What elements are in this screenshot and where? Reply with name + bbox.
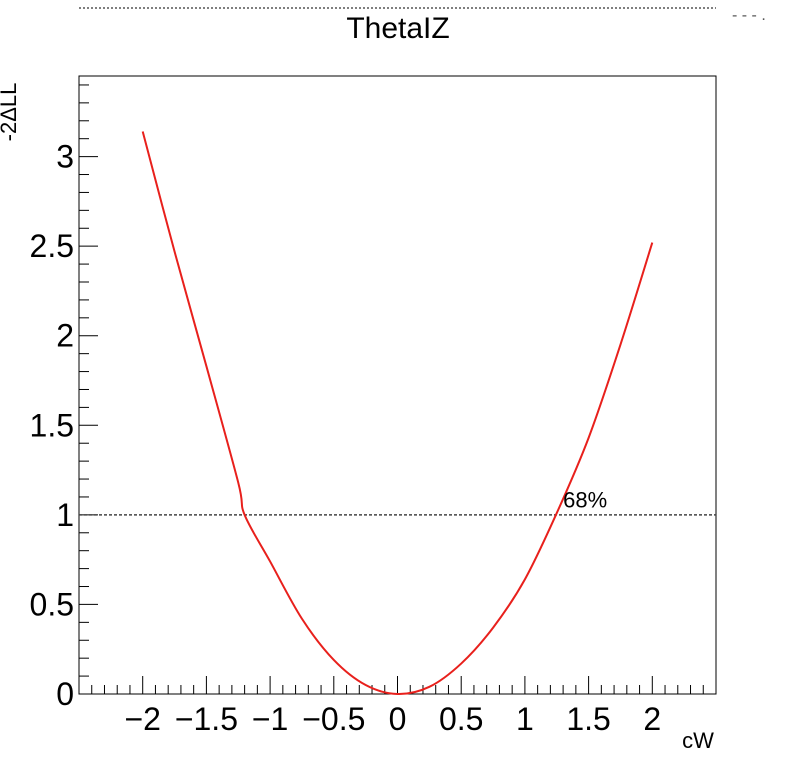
x-tick-label: 1 [516, 701, 534, 737]
y-tick-label: 1 [56, 497, 74, 533]
series-point [397, 693, 399, 695]
series-point [174, 251, 176, 253]
y-tick-label: 0 [56, 676, 74, 712]
plot-area: 0 0.5 1 1.5 2 2.5 3 −2 −1.5 −1 −0.5 0 0.5 1 1.5 2 68% [30, 75, 717, 737]
y-minor-ticks [79, 84, 89, 677]
y-tick-label: 2 [56, 318, 74, 354]
y-major-ticks [79, 156, 98, 695]
series-point [588, 437, 590, 439]
x-tick-label: 0 [389, 701, 407, 737]
x-tick-labels: −2 −1.5 −1 −0.5 0 0.5 1 1.5 2 [124, 701, 661, 737]
chart-title: ThetaIZ [346, 12, 449, 45]
series-point [205, 365, 207, 367]
x-tick-label: 1.5 [566, 701, 610, 737]
x-tick-label: −1.5 [175, 701, 238, 737]
series-point [651, 242, 653, 244]
series-point [244, 514, 246, 516]
series-point [301, 618, 303, 620]
annotation-68-percent: 68% [563, 488, 607, 513]
series-point [142, 131, 144, 133]
series-point [556, 512, 558, 514]
y-tick-labels: 0 0.5 1 1.5 2 2.5 3 [30, 139, 74, 712]
y-tick-label: 3 [56, 139, 74, 175]
y-axis-label: -2ΔLL [0, 83, 21, 142]
x-tick-label: −1 [252, 701, 288, 737]
plot-frame [78, 75, 717, 695]
y-tick-label: 0.5 [30, 586, 74, 622]
series-line [141, 131, 654, 696]
series-point [333, 659, 335, 661]
series-point [428, 686, 430, 688]
series-point [237, 482, 239, 484]
x-tick-label: 0.5 [439, 701, 483, 737]
x-tick-label: −2 [124, 701, 160, 737]
x-major-ticks [142, 676, 653, 694]
series-point [269, 560, 271, 562]
series-point [460, 663, 462, 665]
series-point [524, 578, 526, 580]
series-point [492, 627, 494, 629]
x-axis-label: cW [682, 728, 714, 753]
x-minor-ticks [91, 685, 704, 694]
x-tick-label: 2 [643, 701, 661, 737]
series-point [365, 684, 367, 686]
y-tick-label: 1.5 [30, 407, 74, 443]
series-point [619, 344, 621, 346]
x-tick-label: −0.5 [302, 701, 365, 737]
legend-stub: - - - . [732, 7, 766, 24]
y-tick-label: 2.5 [30, 228, 74, 264]
